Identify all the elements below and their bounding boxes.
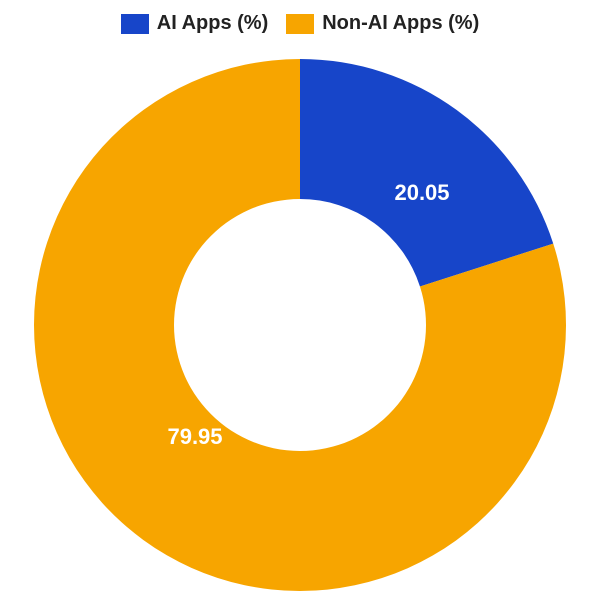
legend-item-nonai: Non-AI Apps (%) <box>286 12 479 35</box>
legend-swatch-ai <box>121 14 149 34</box>
slice-label-nonai: 79.95 <box>167 424 222 450</box>
donut-svg <box>20 45 580 605</box>
legend: AI Apps (%) Non-AI Apps (%) <box>0 12 600 35</box>
legend-label-nonai: Non-AI Apps (%) <box>322 12 479 35</box>
chart-container: AI Apps (%) Non-AI Apps (%) 20.05 79.95 <box>0 0 600 600</box>
legend-swatch-nonai <box>286 14 314 34</box>
slice-label-ai: 20.05 <box>394 180 449 206</box>
donut-chart: 20.05 79.95 <box>20 45 580 605</box>
legend-label-ai: AI Apps (%) <box>157 12 268 35</box>
legend-item-ai: AI Apps (%) <box>121 12 268 35</box>
donut-slice <box>300 59 553 286</box>
